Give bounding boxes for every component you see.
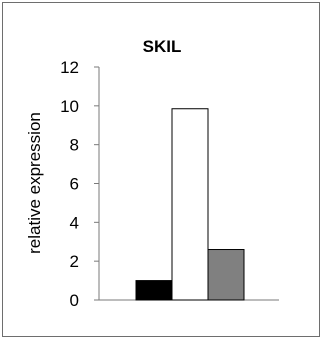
bar xyxy=(171,108,209,301)
bars xyxy=(135,108,245,301)
y-tick-label: 2 xyxy=(70,252,79,271)
y-tick-label: 4 xyxy=(70,213,79,232)
y-axis: 0 2 4 6 8 10 12 xyxy=(60,58,279,310)
bar xyxy=(135,280,173,301)
y-tick-label: 6 xyxy=(70,175,79,194)
y-tick-label: 0 xyxy=(70,291,79,310)
y-tick-label: 10 xyxy=(60,97,79,116)
chart-title: SKIL xyxy=(143,37,182,56)
y-axis-label: relative expression xyxy=(25,112,44,254)
y-tick-label: 12 xyxy=(60,58,79,77)
bar xyxy=(207,249,245,301)
y-tick-label: 8 xyxy=(70,136,79,155)
